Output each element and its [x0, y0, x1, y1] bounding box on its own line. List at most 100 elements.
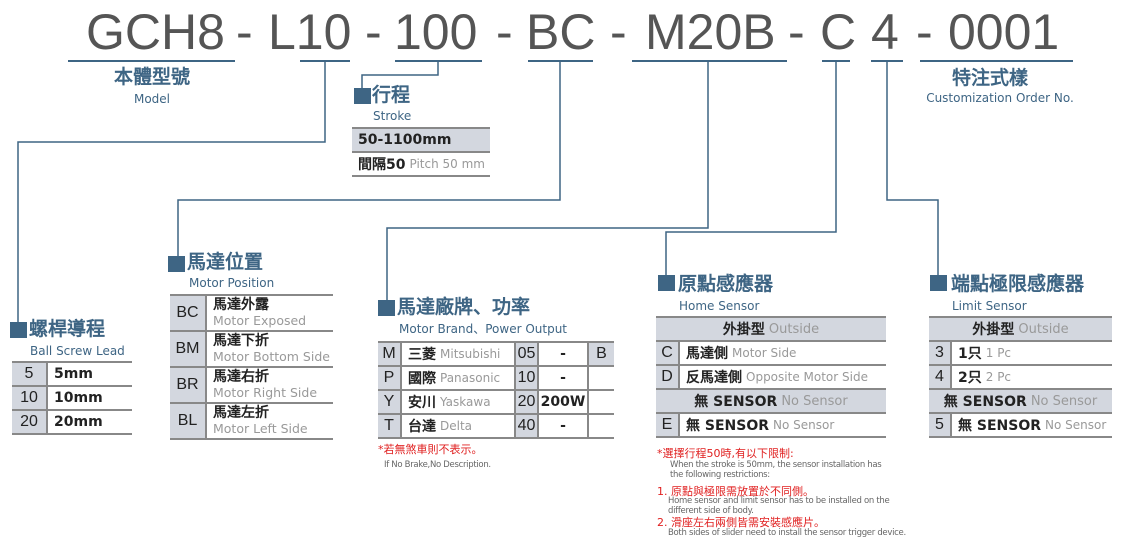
table-row: 50-1100mm	[352, 129, 490, 153]
section-marker-icon	[10, 322, 27, 338]
custom-subtitle: Customization Order No.	[926, 91, 1074, 105]
underline-model	[68, 60, 235, 62]
power-output: -	[560, 346, 566, 362]
option-label: 1只	[958, 346, 982, 362]
table-row: 無 SENSOR No Sensor	[656, 390, 886, 414]
option-label-en: Pitch 50 mm	[409, 157, 485, 171]
home-subtitle: Home Sensor	[679, 299, 760, 313]
table-row: 10 10mm	[12, 387, 132, 411]
option-label: 2只	[958, 370, 982, 386]
header-label: 外掛型	[722, 322, 765, 338]
option-code: D	[656, 366, 680, 388]
option-label-en: Motor Left Side	[213, 421, 308, 436]
option-description: 馬達側 Motor Side	[680, 342, 886, 364]
code-dash: -	[236, 4, 253, 60]
power-output: -	[560, 418, 566, 434]
option-label: 台達	[408, 419, 436, 435]
option-label-en: Motor Exposed	[213, 313, 307, 328]
option-label: 50-1100mm	[358, 132, 452, 148]
option-description: 50-1100mm	[352, 129, 490, 151]
option-label: 馬達左折	[213, 405, 269, 421]
header-label-en: No Sensor	[781, 393, 848, 409]
power-code: 10	[514, 367, 539, 389]
option-label: 反馬達側	[686, 370, 742, 386]
restriction-2-en: Both sides of slider need to install the…	[668, 528, 906, 538]
underline-motor-brand	[632, 60, 787, 62]
header-label-en: Outside	[1018, 321, 1069, 337]
option-label-en: No Sensor	[1045, 418, 1107, 432]
connector-limit-sensor	[886, 61, 939, 275]
brand-title: 馬達廠牌、功率	[397, 296, 531, 318]
code-custom: 0001	[948, 4, 1060, 60]
option-label: 三菱	[408, 347, 436, 363]
limit-subtitle: Limit Sensor	[952, 299, 1027, 313]
brake-code	[587, 415, 614, 437]
code-motor-position: BC	[526, 4, 596, 60]
option-code: 20	[12, 411, 48, 433]
brand-table: M 三菱 Mitsubishi 05 - B P 國際 Panasonic 10 - Y 安川 Yaska…	[378, 341, 614, 439]
option-code: Y	[378, 391, 402, 413]
section-marker-icon	[354, 88, 371, 104]
power-code: 20	[514, 391, 539, 413]
power-code: 05	[514, 343, 539, 365]
table-row: BC 馬達外露 Motor Exposed	[170, 296, 333, 332]
option-description: 無 SENSOR No Sensor	[680, 414, 886, 436]
option-description: 5mm	[48, 363, 132, 385]
option-label: 5mm	[54, 366, 93, 382]
stroke-table: 50-1100mm 間隔50 Pitch 50 mm	[352, 127, 490, 177]
option-label-en: Yaskawa	[440, 395, 491, 409]
table-row: Y 安川 Yaskawa 20 200W	[378, 391, 614, 415]
table-row: T 台達 Delta 40 -	[378, 415, 614, 439]
restriction-1-en: Home sensor and limit sensor has to be i…	[668, 496, 890, 516]
option-label-en: No Sensor	[773, 418, 835, 432]
code-limit-sensor: 4	[871, 4, 899, 60]
table-row: 5 5mm	[12, 363, 132, 387]
table-row: BM 馬達下折 Motor Bottom Side	[170, 332, 333, 368]
option-description: 20mm	[48, 411, 132, 433]
power-code: 40	[514, 415, 539, 437]
table-row: D 反馬達側 Opposite Motor Side	[656, 366, 886, 390]
option-code: 5	[929, 414, 952, 436]
table-row: BL 馬達左折 Motor Left Side	[170, 404, 333, 440]
table-row: 外掛型 Outside	[656, 318, 886, 342]
code-dash: -	[788, 4, 805, 60]
header-label-en: No Sensor	[1030, 393, 1098, 409]
power-output: 200W	[540, 394, 586, 410]
code-stroke: 100	[394, 4, 478, 60]
option-description: 反馬達側 Opposite Motor Side	[680, 366, 886, 388]
option-code: BL	[170, 404, 207, 438]
code-dash: -	[496, 4, 513, 60]
restriction-intro-en: When the stroke is 50mm, the sensor inst…	[670, 460, 882, 480]
table-section-header: 外掛型 Outside	[656, 318, 886, 340]
option-label-en: Motor Side	[732, 346, 797, 360]
code-home-sensor: C	[820, 4, 857, 60]
power-output: -	[560, 370, 566, 386]
option-label-en: Panasonic	[440, 371, 501, 385]
option-code: P	[378, 367, 402, 389]
connector-lead	[17, 61, 326, 322]
table-row: M 三菱 Mitsubishi 05 - B	[378, 343, 614, 367]
stroke-title: 行程	[372, 84, 411, 106]
home-sensor-table: 外掛型 Outside C 馬達側 Motor Side D 反馬達側 Opposite Mo…	[656, 316, 886, 438]
table-row: 無 SENSOR No Sensor	[929, 390, 1112, 414]
option-label: 馬達外露	[213, 297, 269, 313]
option-label: 馬達下折	[213, 333, 269, 349]
model-title: 本體型號	[113, 66, 190, 88]
code-dash: -	[610, 4, 627, 60]
option-label: 無 SENSOR	[686, 418, 770, 434]
option-label: 無 SENSOR	[958, 418, 1042, 434]
table-section-header: 無 SENSOR No Sensor	[656, 390, 886, 412]
option-label-en: Motor Right Side	[213, 385, 318, 400]
option-description: 無 SENSOR No Sensor	[952, 414, 1112, 436]
option-label: 10mm	[54, 390, 103, 406]
connector-motor-brand	[386, 61, 709, 300]
option-code: T	[378, 415, 402, 437]
section-marker-icon	[930, 275, 947, 291]
option-label: 間隔50	[358, 157, 406, 173]
header-label: 外掛型	[972, 322, 1015, 338]
restriction-2: 2. 滑座左右兩側皆需安裝感應片。	[657, 516, 825, 529]
option-code: 10	[12, 387, 48, 409]
